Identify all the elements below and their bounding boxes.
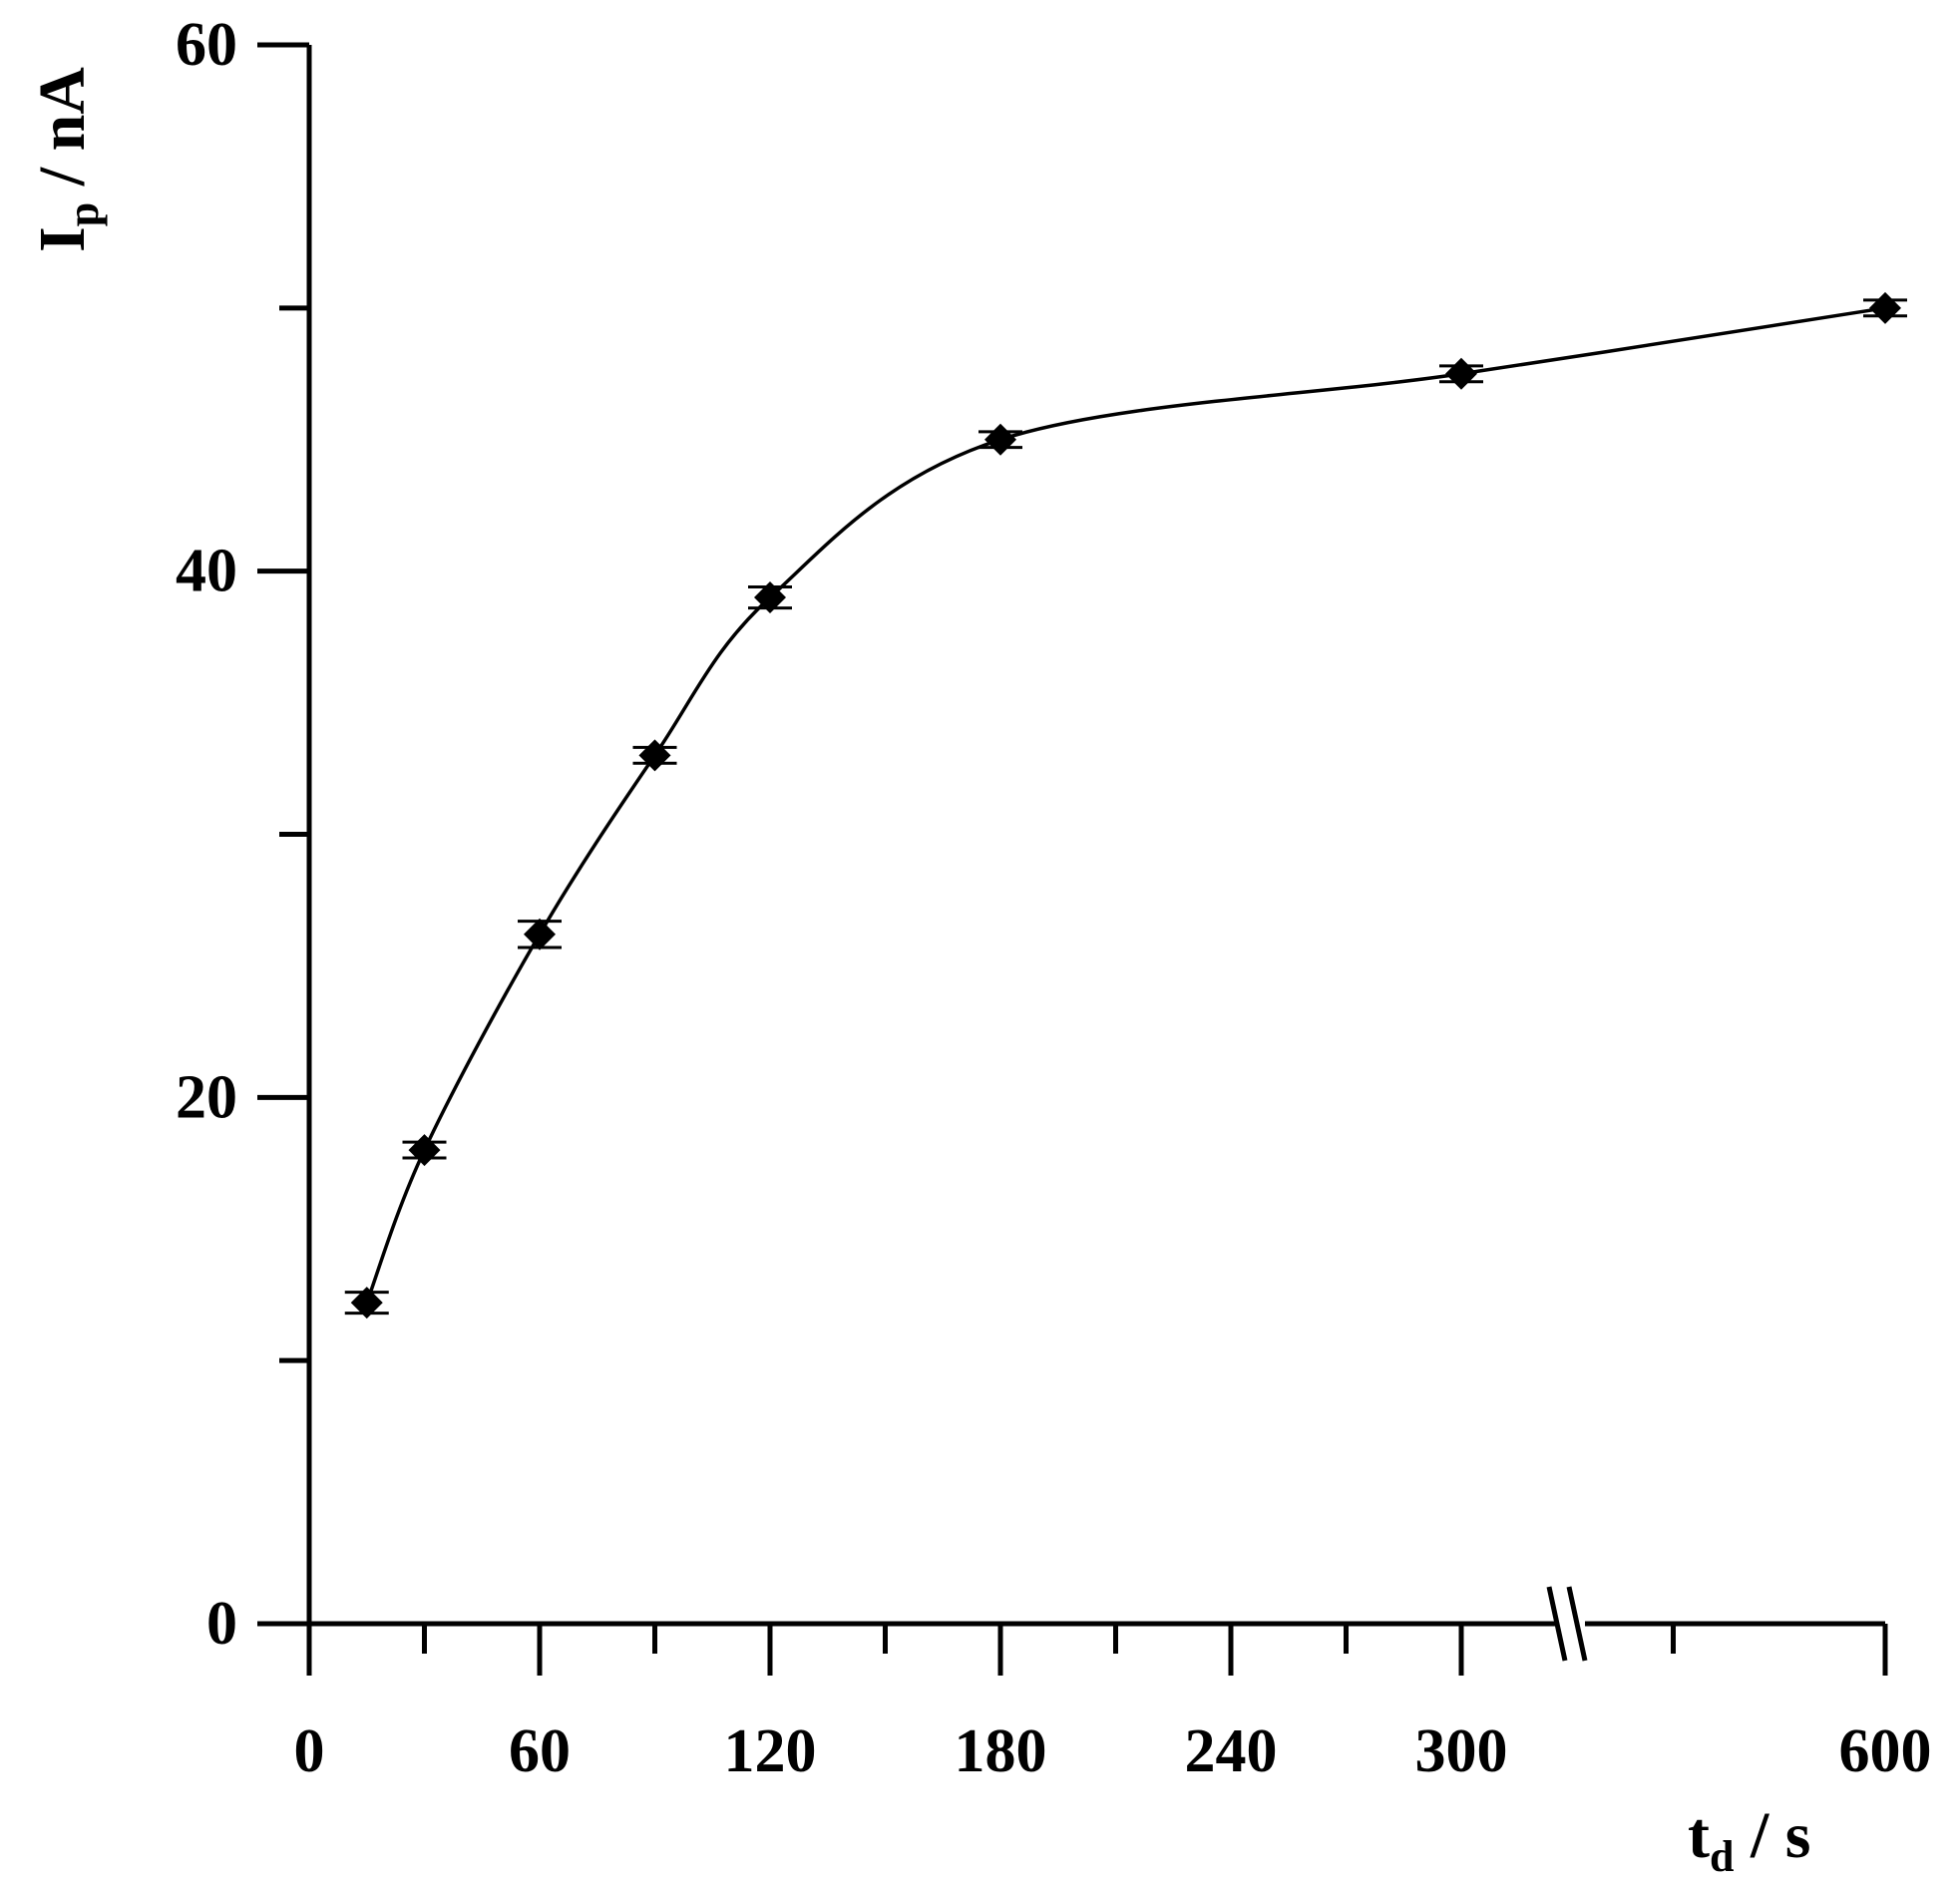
y-tick-label: 40	[176, 538, 237, 605]
diamond-marker	[984, 423, 1016, 456]
x-axis-title: td / s	[1688, 1799, 1811, 1881]
data-points	[344, 291, 1907, 1320]
data-point	[979, 423, 1022, 456]
axes	[257, 45, 1885, 1662]
data-point	[344, 1287, 389, 1320]
ticks	[257, 42, 1888, 1676]
x-tick-label: 120	[724, 1717, 817, 1785]
diamond-marker	[1445, 357, 1477, 390]
data-point	[748, 581, 792, 614]
x-tick-label: 600	[1839, 1717, 1932, 1785]
data-point	[1863, 291, 1907, 324]
x-tick-label: 0	[294, 1717, 325, 1785]
x-tick-label: 180	[955, 1717, 1047, 1785]
series-line	[365, 306, 1886, 1304]
diamond-marker	[754, 581, 786, 614]
diamond-marker	[408, 1134, 441, 1167]
data-point	[402, 1134, 447, 1167]
y-axis-title: Ip / nA	[26, 67, 108, 252]
series-curve-group	[365, 306, 1886, 1304]
diamond-marker	[638, 739, 671, 772]
data-point	[1439, 357, 1483, 390]
data-point	[518, 918, 562, 950]
diamond-marker	[350, 1287, 383, 1320]
axis-break-mark	[1546, 1586, 1568, 1662]
y-tick-label: 60	[176, 11, 237, 79]
x-tick-label: 60	[509, 1717, 571, 1785]
diamond-marker	[1869, 291, 1901, 324]
y-tick-label: 20	[176, 1063, 237, 1131]
x-tick-label: 240	[1185, 1717, 1278, 1785]
axis-break-mark	[1566, 1586, 1588, 1662]
data-point	[632, 739, 677, 772]
x-tick-label: 300	[1415, 1717, 1508, 1785]
y-tick-label: 0	[206, 1590, 237, 1658]
diamond-marker	[524, 918, 556, 950]
